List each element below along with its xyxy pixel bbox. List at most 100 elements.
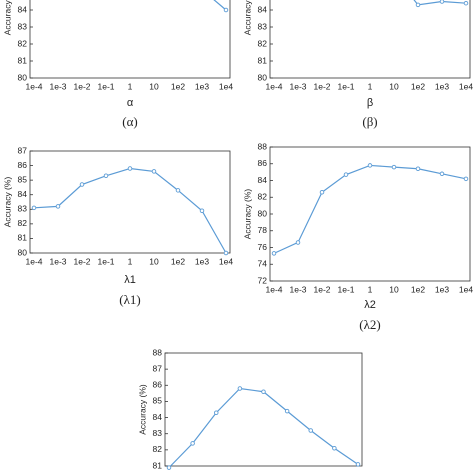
caption: (α) [122,114,137,129]
caption: (β) [362,114,377,129]
x-tick-label: 1e-1 [337,81,354,91]
y-tick-label: 80 [258,72,268,82]
x-tick-label: 1e3 [435,81,449,91]
x-tick-label: 10 [389,284,399,294]
y-tick-label: 81 [18,233,28,243]
series-line [413,0,467,6]
x-tick-label: 1e2 [411,81,425,91]
y-axis-label: Accuracy (%) [242,0,252,35]
y-tick-label: 83 [18,204,28,214]
data-point [166,465,172,470]
caption: (λ2) [359,317,380,332]
data-point [127,166,133,171]
x-tick-label: 1e-3 [289,81,306,91]
y-axis-label: Accuracy (%) [137,384,147,435]
data-point [175,188,181,193]
x-tick-label: 1e-4 [265,81,282,91]
data-point [439,0,445,4]
data-point [190,441,195,446]
plot-frame [29,150,231,254]
x-tick-label: 1e2 [411,284,425,294]
series-line [213,0,227,11]
data-point [199,208,205,213]
y-tick-label: 83 [153,428,163,438]
y-tick-label: 80 [18,72,28,82]
y-tick-label: 82 [258,192,268,202]
x-tick-label: 1e-1 [97,256,114,266]
x-tick-label: 1e3 [195,81,209,91]
data-point [223,250,229,256]
y-tick-label: 83 [258,21,268,31]
x-axis-label: β [367,97,373,109]
x-tick-label: 1e4 [459,284,473,294]
x-tick-label: 1e2 [171,81,185,91]
series-line [168,387,359,469]
y-tick-label: 86 [258,158,268,168]
x-tick-label: 1e-2 [313,81,330,91]
x-tick-label: 1e-3 [49,81,66,91]
data-point [439,171,445,177]
x-tick-label: 1e4 [459,81,473,91]
data-point [31,205,37,211]
y-tick-label: 87 [18,145,28,155]
data-point [319,189,325,195]
data-point [308,428,314,433]
y-tick-label: 82 [18,218,28,228]
y-tick-label: 82 [153,444,163,454]
x-tick-label: 1 [368,284,373,294]
data-point [295,240,301,245]
y-tick-label: 76 [258,242,268,252]
y-tick-label: 84 [258,175,268,185]
y-tick-label: 82 [258,38,268,48]
x-tick-label: 1e-4 [25,256,42,266]
data-point [391,164,397,170]
plot-frame [29,0,231,79]
y-tick-label: 85 [153,396,163,406]
data-point [79,182,85,187]
x-tick-label: 1e-2 [73,81,90,91]
y-tick-label: 78 [258,225,268,235]
x-axis-label: α [127,97,134,109]
y-tick-label: 72 [258,275,268,285]
data-point [151,169,157,174]
data-point [223,7,229,13]
data-point [103,173,109,179]
y-tick-label: 88 [153,347,163,357]
data-point [415,2,421,8]
x-tick-label: 1e4 [219,256,233,266]
x-tick-label: 1 [128,81,133,91]
y-tick-label: 84 [18,4,28,14]
x-axis-label: λ1 [124,274,136,286]
y-tick-label: 81 [18,55,28,65]
x-tick-label: 1e3 [195,256,209,266]
y-tick-label: 74 [258,259,268,269]
data-point [463,176,469,182]
data-point [415,166,421,172]
data-point [355,462,361,467]
x-tick-label: 1e-1 [97,81,114,91]
x-tick-label: 1e3 [435,284,449,294]
x-tick-label: 1e-3 [49,256,66,266]
data-point [213,410,219,415]
x-tick-label: 1e4 [219,81,233,91]
y-axis-label: Accuracy (%) [2,177,12,228]
y-tick-label: 82 [18,38,28,48]
x-tick-label: 1e2 [171,256,185,266]
y-tick-label: 84 [153,412,163,422]
y-tick-label: 87 [153,363,163,373]
y-tick-label: 80 [258,208,268,218]
series-line [273,164,467,254]
series-line [33,167,227,254]
x-tick-label: 1e-4 [25,81,42,91]
y-axis-label: Accuracy (%) [242,189,252,240]
x-tick-label: 1e-1 [337,284,354,294]
y-tick-label: 84 [18,189,28,199]
y-tick-label: 81 [258,55,268,65]
x-tick-label: 1e-4 [265,284,282,294]
x-tick-label: 1 [368,81,373,91]
data-point [284,408,290,414]
x-tick-label: 1e-3 [289,284,306,294]
data-point [463,0,469,6]
